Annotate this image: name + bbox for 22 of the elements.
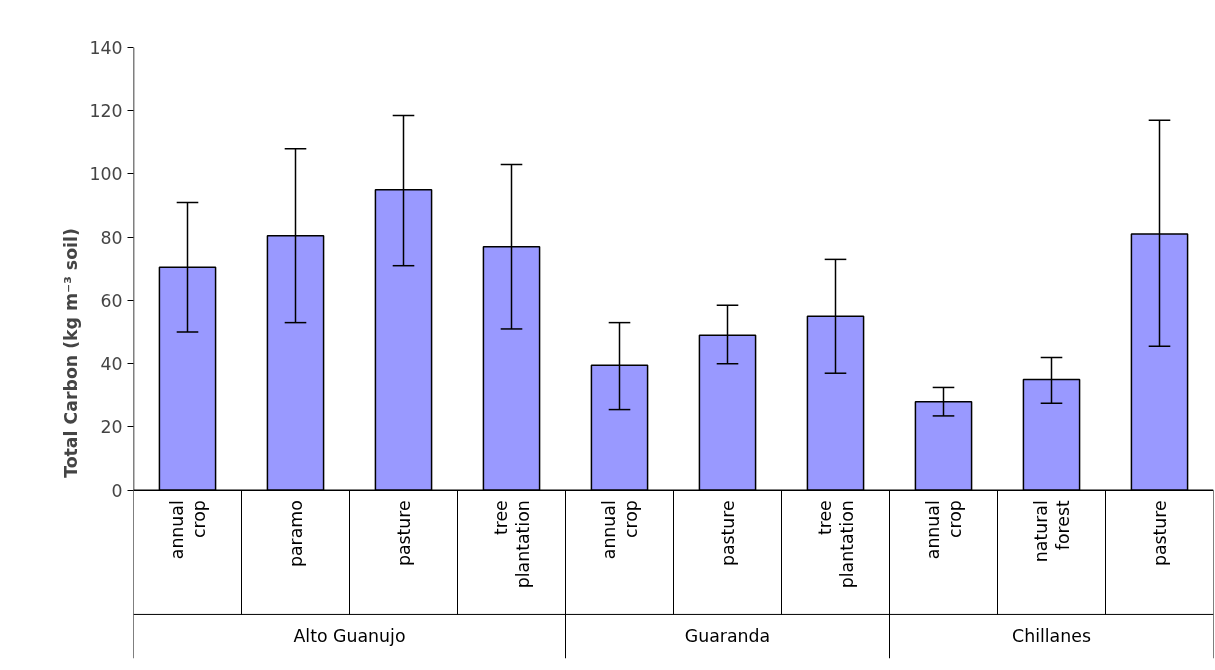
text: Alto Guanujo [293, 626, 406, 647]
y-tick-label: 80 [100, 227, 123, 248]
x-tick-label: natural forest [1030, 500, 1073, 563]
y-tick-label: 140 [89, 38, 123, 58]
x-tick-label: annual crop [598, 500, 641, 560]
y-axis-title: Total Carbon (kg m⁻³ soil) [61, 228, 82, 478]
y-tick-label: 0 [111, 480, 123, 501]
y-tick-label: 20 [100, 417, 123, 438]
y-tick-label: 100 [89, 164, 123, 185]
text: Guaranda [684, 626, 771, 647]
x-tick-label: pasture [1149, 500, 1170, 567]
x-tick-label: tree plantation [814, 500, 857, 589]
x-tick-label: annual crop [922, 500, 965, 560]
y-tick-label: 60 [100, 290, 123, 311]
x-tick-label: tree plantation [490, 500, 533, 589]
y-tick-label: 120 [89, 101, 123, 122]
x-tick-label: paramo [285, 500, 306, 568]
y-tick-label: 40 [100, 354, 123, 375]
x-tick-label: annual crop [166, 500, 209, 560]
text: Chillanes [1012, 626, 1091, 647]
x-tick-label: pasture [717, 500, 738, 567]
x-tick-label: pasture [393, 500, 414, 567]
